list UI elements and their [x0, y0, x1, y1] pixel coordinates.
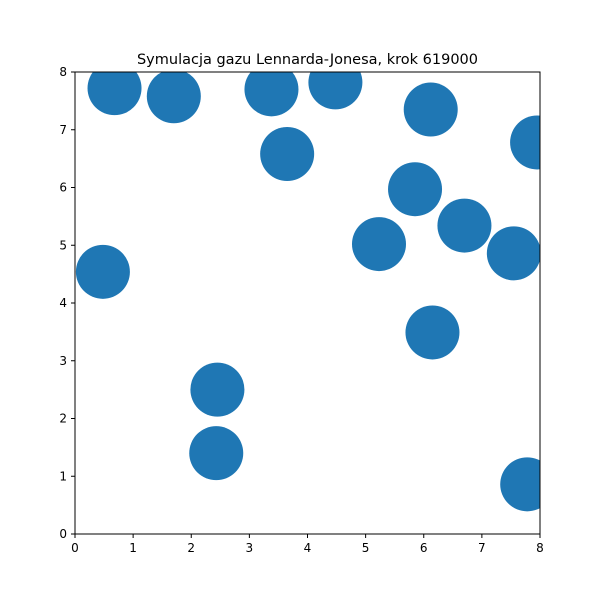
y-tick-label: 3	[59, 354, 67, 368]
x-tick-label: 6	[420, 541, 428, 555]
x-axis: 0 1 2 3 4 5 6 7 8	[71, 534, 544, 555]
y-tick-label: 4	[59, 296, 67, 310]
y-tick-label: 6	[59, 181, 67, 195]
x-tick-label: 5	[362, 541, 370, 555]
data-point	[388, 162, 443, 217]
x-tick-label: 7	[478, 541, 486, 555]
points-layer	[75, 72, 540, 512]
chart-title: Symulacja gazu Lennarda-Jonesa, krok 619…	[137, 52, 478, 68]
x-tick-label: 0	[71, 541, 79, 555]
data-point	[308, 72, 363, 110]
data-point	[244, 72, 299, 117]
data-point	[190, 362, 245, 417]
data-point	[351, 217, 406, 272]
y-axis: 0 1 2 3 4 5 6 7 8	[59, 65, 75, 541]
y-tick-label: 8	[59, 65, 67, 79]
x-tick-label: 8	[536, 541, 544, 555]
x-tick-label: 2	[187, 541, 195, 555]
x-tick-label: 3	[246, 541, 254, 555]
y-tick-label: 1	[59, 469, 67, 483]
data-point	[405, 305, 460, 360]
data-point	[437, 198, 492, 253]
data-point	[75, 244, 130, 299]
x-tick-label: 4	[304, 541, 312, 555]
y-tick-label: 5	[59, 238, 67, 252]
y-tick-label: 7	[59, 123, 67, 137]
data-point	[260, 127, 315, 182]
data-point	[189, 426, 244, 481]
data-point	[500, 457, 540, 512]
data-point	[146, 72, 201, 124]
x-tick-label: 1	[129, 541, 137, 555]
data-point	[486, 226, 540, 281]
data-point	[87, 72, 142, 116]
y-tick-label: 0	[59, 527, 67, 541]
data-point	[510, 115, 540, 170]
data-point	[403, 82, 458, 137]
y-tick-label: 2	[59, 412, 67, 426]
